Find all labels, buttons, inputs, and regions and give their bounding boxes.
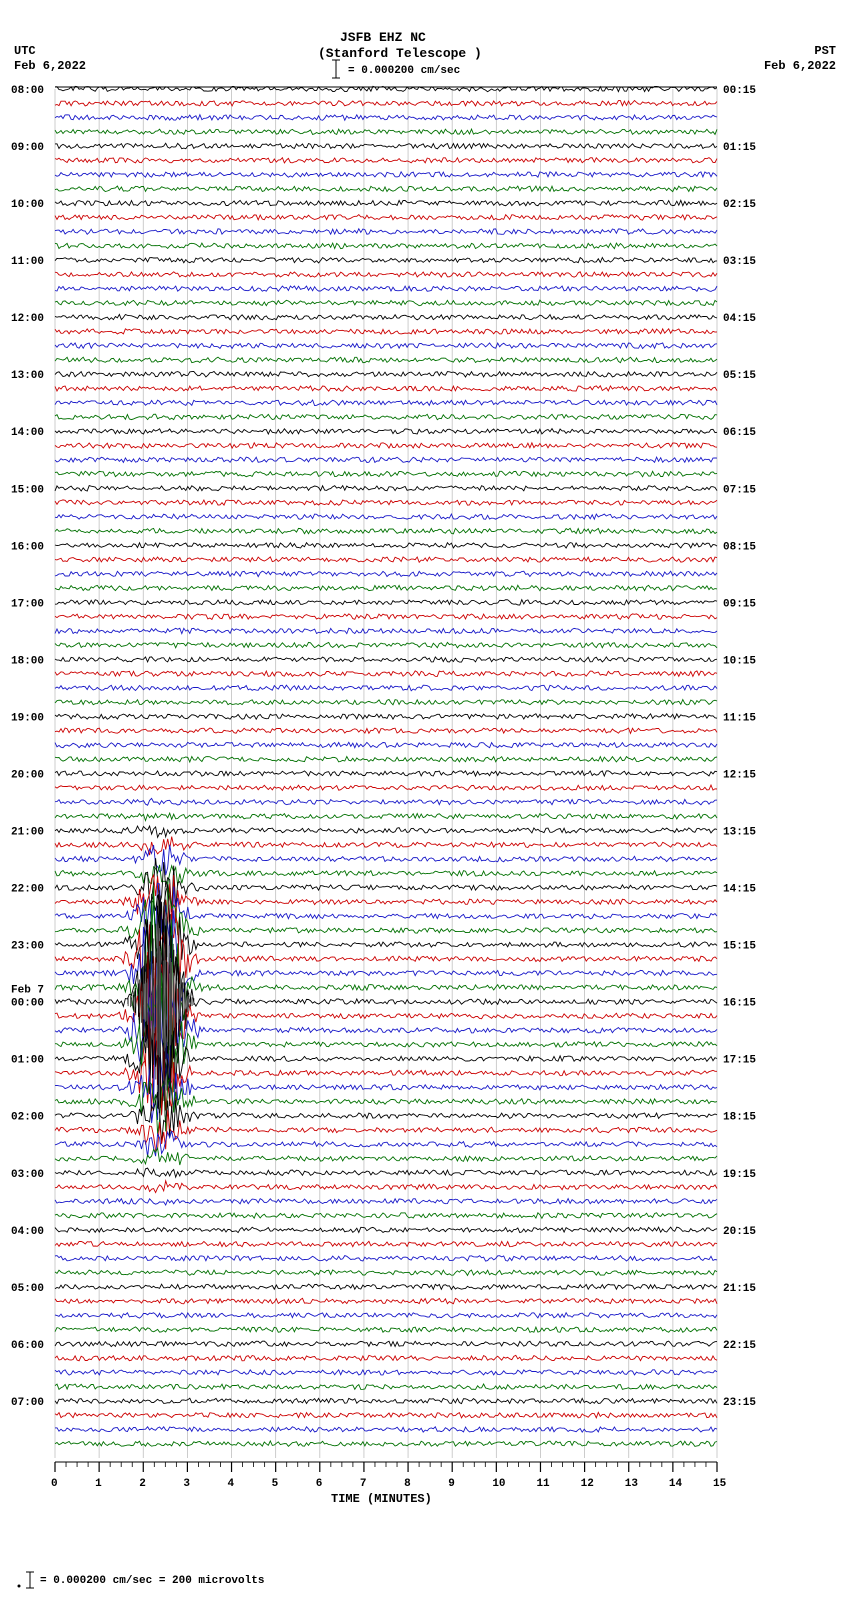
svg-text:11:00: 11:00 [11, 256, 44, 268]
svg-text:8: 8 [404, 1478, 411, 1490]
svg-text:14:00: 14:00 [11, 427, 44, 439]
svg-text:07:15: 07:15 [723, 484, 756, 496]
svg-text:11:15: 11:15 [723, 712, 756, 724]
svg-text:13: 13 [625, 1478, 639, 1490]
svg-text:16:00: 16:00 [11, 541, 44, 553]
svg-text:21:15: 21:15 [723, 1283, 756, 1295]
svg-text:02:15: 02:15 [723, 199, 756, 211]
svg-text:15:15: 15:15 [723, 941, 756, 953]
svg-text:00:00: 00:00 [11, 998, 44, 1010]
svg-text:08:00: 08:00 [11, 85, 44, 97]
svg-text:22:00: 22:00 [11, 884, 44, 896]
svg-text:04:15: 04:15 [723, 313, 756, 325]
svg-text:3: 3 [183, 1478, 190, 1490]
svg-text:19:15: 19:15 [723, 1169, 756, 1181]
svg-text:04:00: 04:00 [11, 1226, 44, 1238]
svg-text:23:00: 23:00 [11, 941, 44, 953]
footer-scale: = 0.000200 cm/sec = 200 microvolts [40, 1575, 264, 1587]
svg-text:10: 10 [492, 1478, 505, 1490]
svg-text:5: 5 [272, 1478, 279, 1490]
svg-text:1: 1 [95, 1478, 102, 1490]
svg-text:02:00: 02:00 [11, 1112, 44, 1124]
svg-text:17:00: 17:00 [11, 598, 44, 610]
svg-text:15: 15 [713, 1478, 727, 1490]
svg-text:6: 6 [316, 1478, 323, 1490]
svg-text:11: 11 [536, 1478, 550, 1490]
svg-text:18:00: 18:00 [11, 655, 44, 667]
svg-text:15:00: 15:00 [11, 484, 44, 496]
svg-text:07:00: 07:00 [11, 1397, 44, 1409]
svg-text:20:00: 20:00 [11, 769, 44, 781]
svg-text:14:15: 14:15 [723, 884, 756, 896]
svg-text:12:00: 12:00 [11, 313, 44, 325]
seismogram-plot: JSFB EHZ NC (Stanford Telescope ) = 0.00… [0, 0, 850, 1613]
svg-text:2: 2 [139, 1478, 146, 1490]
svg-text:9: 9 [448, 1478, 455, 1490]
svg-text:13:00: 13:00 [11, 370, 44, 382]
svg-text:12:15: 12:15 [723, 769, 756, 781]
helicorder-canvas: 08:00 09:00 10:00 11:00 12:00 13:00 14:00 15:00… [0, 0, 850, 1560]
svg-text:4: 4 [228, 1478, 235, 1490]
svg-text:09:00: 09:00 [11, 142, 44, 154]
svg-text:16:15: 16:15 [723, 998, 756, 1010]
svg-text:10:15: 10:15 [723, 655, 756, 667]
svg-text:12: 12 [581, 1478, 594, 1490]
svg-text:Feb 7: Feb 7 [11, 985, 44, 997]
svg-text:10:00: 10:00 [11, 199, 44, 211]
svg-text:09:15: 09:15 [723, 598, 756, 610]
svg-text:05:00: 05:00 [11, 1283, 44, 1295]
svg-text:22:15: 22:15 [723, 1340, 756, 1352]
svg-text:03:00: 03:00 [11, 1169, 44, 1181]
svg-text:18:15: 18:15 [723, 1112, 756, 1124]
svg-text:06:15: 06:15 [723, 427, 756, 439]
svg-text:03:15: 03:15 [723, 256, 756, 268]
svg-text:05:15: 05:15 [723, 370, 756, 382]
svg-text:7: 7 [360, 1478, 367, 1490]
svg-text:00:15: 00:15 [723, 85, 756, 97]
svg-text:06:00: 06:00 [11, 1340, 44, 1352]
svg-text:21:00: 21:00 [11, 827, 44, 839]
svg-text:14: 14 [669, 1478, 683, 1490]
svg-text:0: 0 [51, 1478, 58, 1490]
svg-text:23:15: 23:15 [723, 1397, 756, 1409]
svg-text:19:00: 19:00 [11, 712, 44, 724]
svg-text:20:15: 20:15 [723, 1226, 756, 1238]
svg-text:13:15: 13:15 [723, 827, 756, 839]
svg-text:TIME (MINUTES): TIME (MINUTES) [331, 1492, 432, 1506]
svg-text:17:15: 17:15 [723, 1055, 756, 1067]
svg-text:01:00: 01:00 [11, 1055, 44, 1067]
svg-text:01:15: 01:15 [723, 142, 756, 154]
footer-scale-bar-icon [14, 1568, 34, 1592]
svg-text:08:15: 08:15 [723, 541, 756, 553]
